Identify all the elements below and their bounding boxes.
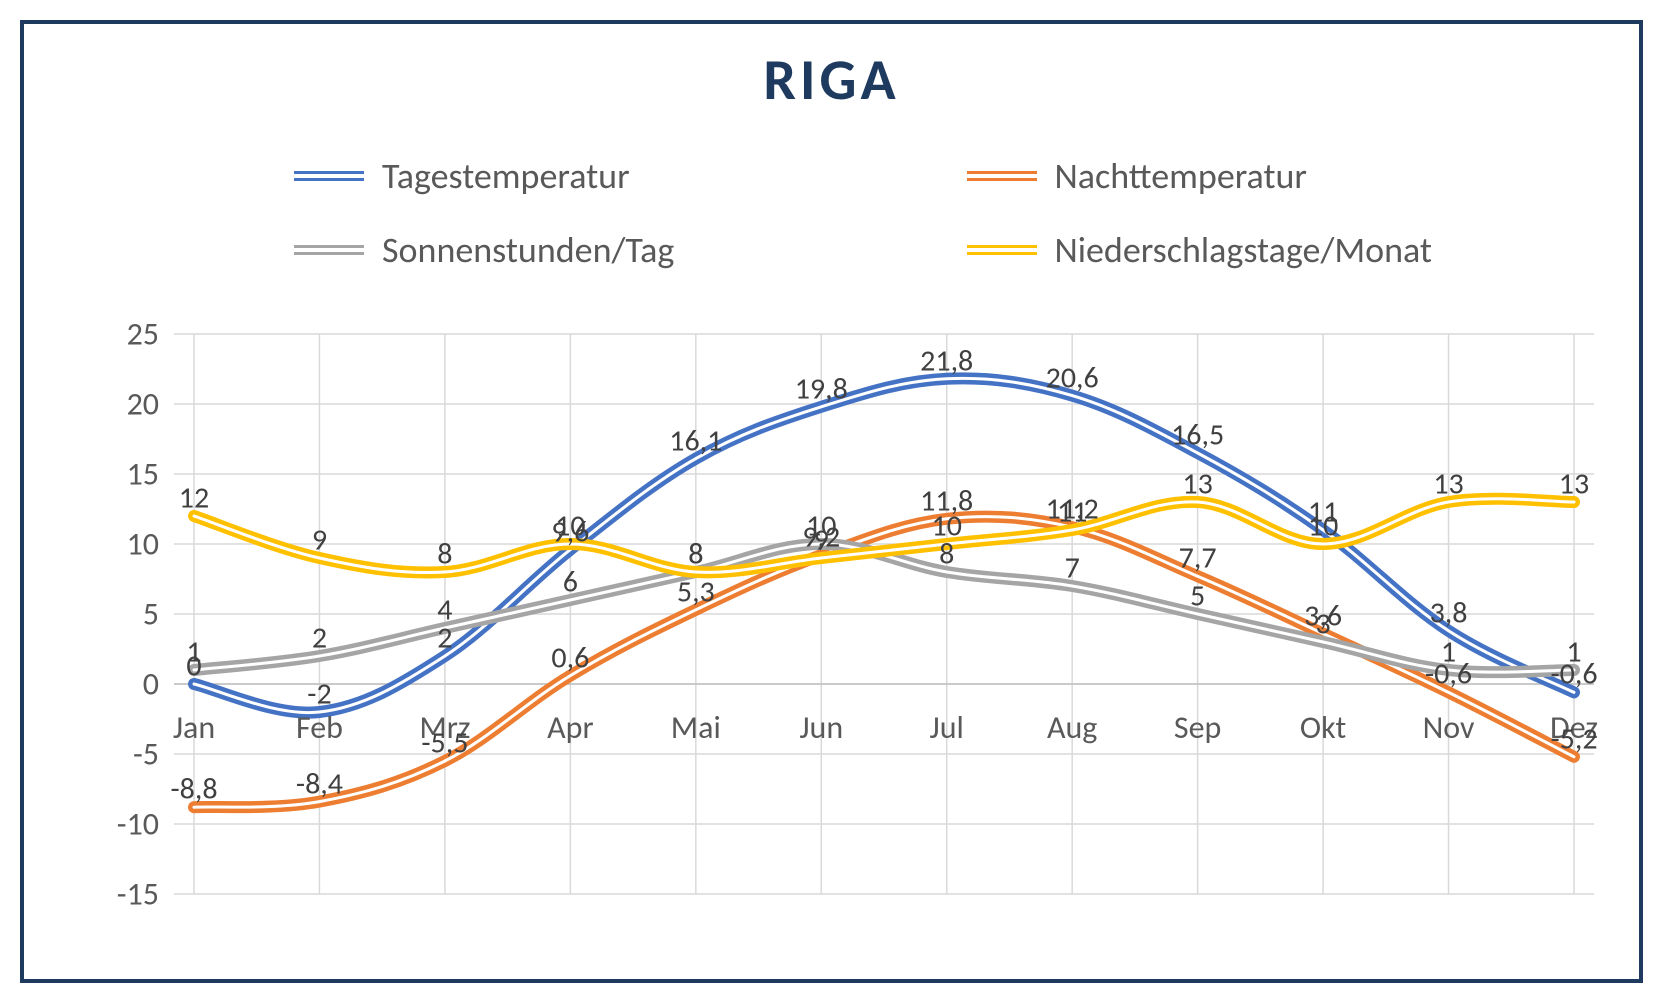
legend-item-sonnenstunden: Sonnenstunden/Tag bbox=[294, 228, 907, 272]
y-tick-label: -5 bbox=[59, 735, 159, 774]
x-tick-label: Jun bbox=[799, 708, 843, 747]
legend-label: Tagestemperatur bbox=[382, 154, 630, 198]
legend-item-nachttemperatur: Nachttemperatur bbox=[967, 154, 1580, 198]
x-tick-label: Feb bbox=[296, 708, 343, 747]
legend-label: Nachttemperatur bbox=[1055, 154, 1307, 198]
y-tick-label: -15 bbox=[59, 875, 159, 914]
legend-swatch-icon bbox=[967, 171, 1037, 181]
x-tick-label: Okt bbox=[1300, 708, 1346, 747]
x-tick-label: Dez bbox=[1550, 708, 1598, 747]
legend-swatch-icon bbox=[967, 245, 1037, 255]
x-tick-label: Sep bbox=[1174, 708, 1221, 747]
legend-label: Sonnenstunden/Tag bbox=[382, 228, 674, 272]
legend-label: Niederschlagstage/Monat bbox=[1055, 228, 1433, 272]
x-tick-label: Mai bbox=[671, 708, 721, 747]
y-tick-label: -10 bbox=[59, 805, 159, 844]
legend: Tagestemperatur Nachttemperatur Sonnenst… bbox=[294, 154, 1579, 272]
legend-item-tagestemperatur: Tagestemperatur bbox=[294, 154, 907, 198]
chart-title: RIGA bbox=[24, 44, 1639, 115]
x-tick-label: Aug bbox=[1047, 708, 1097, 747]
chart-frame: RIGA Tagestemperatur Nachttemperatur Son… bbox=[20, 20, 1643, 983]
x-tick-label: Apr bbox=[547, 708, 593, 747]
x-tick-label: Jul bbox=[930, 708, 964, 747]
x-tick-label: Jan bbox=[173, 708, 215, 747]
y-tick-label: 5 bbox=[59, 595, 159, 634]
legend-item-niederschlagstage: Niederschlagstage/Monat bbox=[967, 228, 1580, 272]
legend-swatch-icon bbox=[294, 171, 364, 181]
x-tick-label: Nov bbox=[1423, 708, 1475, 747]
legend-swatch-icon bbox=[294, 245, 364, 255]
y-tick-label: 25 bbox=[59, 315, 159, 354]
y-tick-label: 10 bbox=[59, 525, 159, 564]
plot-svg bbox=[174, 334, 1594, 894]
plot-area bbox=[174, 334, 1594, 894]
y-tick-label: 0 bbox=[59, 665, 159, 704]
y-tick-label: 20 bbox=[59, 385, 159, 424]
x-tick-label: Mrz bbox=[419, 708, 470, 747]
y-tick-label: 15 bbox=[59, 455, 159, 494]
